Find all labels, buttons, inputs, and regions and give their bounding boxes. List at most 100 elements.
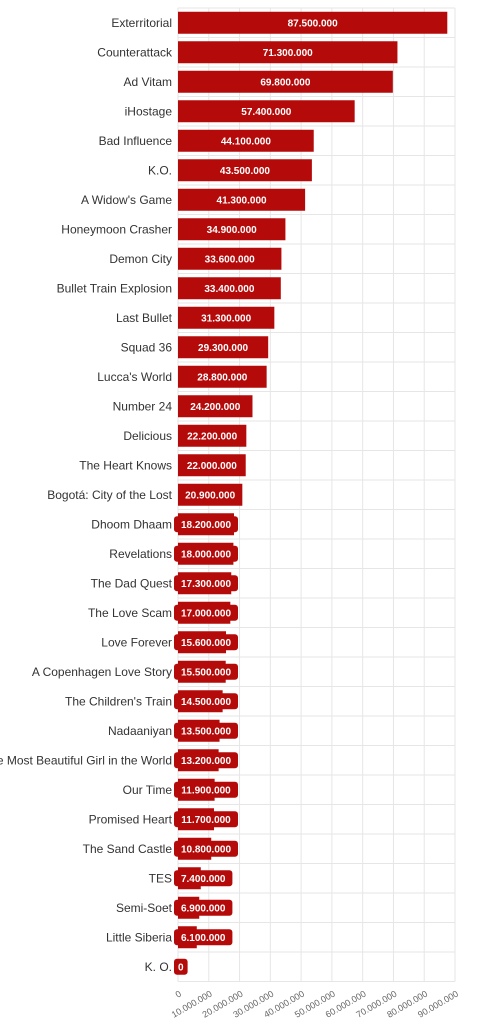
value-label-box [174, 840, 238, 857]
value-label-box [174, 929, 233, 946]
value-label: 31.300.000 [201, 313, 251, 324]
value-label-box [174, 516, 239, 533]
value-labels: 87.500.000 71.300.000 69.800.000 57.400.000… [174, 18, 338, 975]
value-label-box [174, 958, 188, 975]
value-label: 13.200.000 [181, 756, 231, 767]
category-label: A Widow's Game [81, 193, 172, 207]
category-label: The Sand Castle [83, 842, 173, 856]
value-label: 14.500.000 [181, 697, 231, 708]
value-label-box [174, 752, 238, 769]
value-label: 13.500.000 [181, 726, 231, 737]
value-label-box [174, 634, 238, 651]
value-label: 10.800.000 [181, 844, 231, 855]
value-label: 57.400.000 [241, 107, 291, 118]
value-label: 11.900.000 [181, 785, 231, 796]
value-label: 33.400.000 [204, 284, 254, 295]
bar [178, 70, 393, 93]
category-label: Number 24 [113, 399, 173, 413]
bar [178, 454, 246, 477]
value-label: 18.200.000 [181, 520, 231, 531]
value-label: 6.900.000 [181, 903, 226, 914]
bar [178, 424, 247, 447]
x-axis-ticks: 010.000.00020.000.00030.000.00040.000.00… [170, 989, 460, 1020]
value-label-box [174, 781, 238, 798]
category-label: Bullet Train Explosion [57, 281, 172, 295]
value-label-box [174, 870, 233, 887]
bar [178, 218, 286, 241]
value-label: 20.900.000 [185, 490, 235, 501]
value-label: 15.500.000 [181, 667, 231, 678]
value-label: 17.000.000 [181, 608, 231, 619]
category-label: Exterritorial [111, 16, 172, 30]
bar [178, 306, 275, 329]
value-label: 28.800.000 [197, 372, 247, 383]
value-label-box [174, 575, 238, 592]
category-label: A Copenhagen Love Story [32, 665, 172, 679]
category-label: Bogotá: City of the Lost [47, 488, 172, 502]
value-label-box [174, 811, 238, 828]
value-label: 18.000.000 [181, 549, 231, 560]
bar [178, 159, 312, 182]
value-label: 6.100.000 [181, 933, 226, 944]
value-label: 87.500.000 [288, 18, 338, 29]
value-label: 34.900.000 [207, 225, 257, 236]
value-label: 33.600.000 [205, 254, 255, 265]
bar [178, 188, 306, 211]
bar [178, 336, 269, 359]
bar [178, 365, 267, 388]
bar [178, 277, 281, 300]
value-label-box [174, 663, 238, 680]
category-label: The Most Beautiful Girl in the World [0, 753, 172, 767]
bar [178, 11, 448, 34]
value-label-box [174, 722, 238, 739]
bar [178, 41, 398, 64]
category-label: iHostage [125, 104, 173, 118]
value-label: 0 [178, 962, 184, 973]
category-label: The Children's Train [65, 694, 172, 708]
value-label: 41.300.000 [217, 195, 267, 206]
value-label-box [174, 899, 233, 916]
value-label-box [174, 604, 238, 621]
category-label: Bad Influence [99, 134, 173, 148]
category-label: Revelations [109, 547, 172, 561]
value-label-box [174, 545, 238, 562]
category-label: Lucca's World [97, 370, 172, 384]
category-label: Our Time [123, 783, 173, 797]
category-label: Little Siberia [106, 930, 172, 944]
category-label: TES [149, 871, 172, 885]
value-label: 43.500.000 [220, 166, 270, 177]
category-label: The Love Scam [88, 606, 172, 620]
value-label: 7.400.000 [181, 874, 226, 885]
category-label: Last Bullet [116, 311, 173, 325]
bar [178, 395, 253, 418]
value-label-box [174, 693, 238, 710]
category-label: Delicious [123, 429, 172, 443]
grid [177, 7, 456, 982]
category-label: Squad 36 [121, 340, 173, 354]
category-label: Ad Vitam [124, 75, 172, 89]
bar [178, 129, 314, 152]
category-label: The Dad Quest [91, 576, 173, 590]
bar [178, 483, 243, 506]
category-label: Counterattack [97, 45, 173, 59]
category-label: K. O. [145, 960, 172, 974]
category-labels: Exterritorial Counterattack Ad Vitam iHosta… [0, 16, 173, 974]
value-label: 44.100.000 [221, 136, 271, 147]
category-label: Love Forever [101, 635, 172, 649]
category-label: Nadaaniyan [108, 724, 172, 738]
value-label: 24.200.000 [190, 402, 240, 413]
value-label: 69.800.000 [260, 77, 310, 88]
category-label: Demon City [109, 252, 172, 266]
value-label: 22.200.000 [187, 431, 237, 442]
value-label: 17.300.000 [181, 579, 231, 590]
value-label: 29.300.000 [198, 343, 248, 354]
value-label: 11.700.000 [181, 815, 231, 826]
category-label: K.O. [148, 163, 172, 177]
category-label: Semi-Soet [116, 901, 173, 915]
value-label: 71.300.000 [263, 48, 313, 59]
category-label: The Heart Knows [79, 458, 172, 472]
category-label: Honeymoon Crasher [61, 222, 172, 236]
x-tick-label: 0 [174, 989, 183, 1000]
bar [178, 100, 355, 123]
